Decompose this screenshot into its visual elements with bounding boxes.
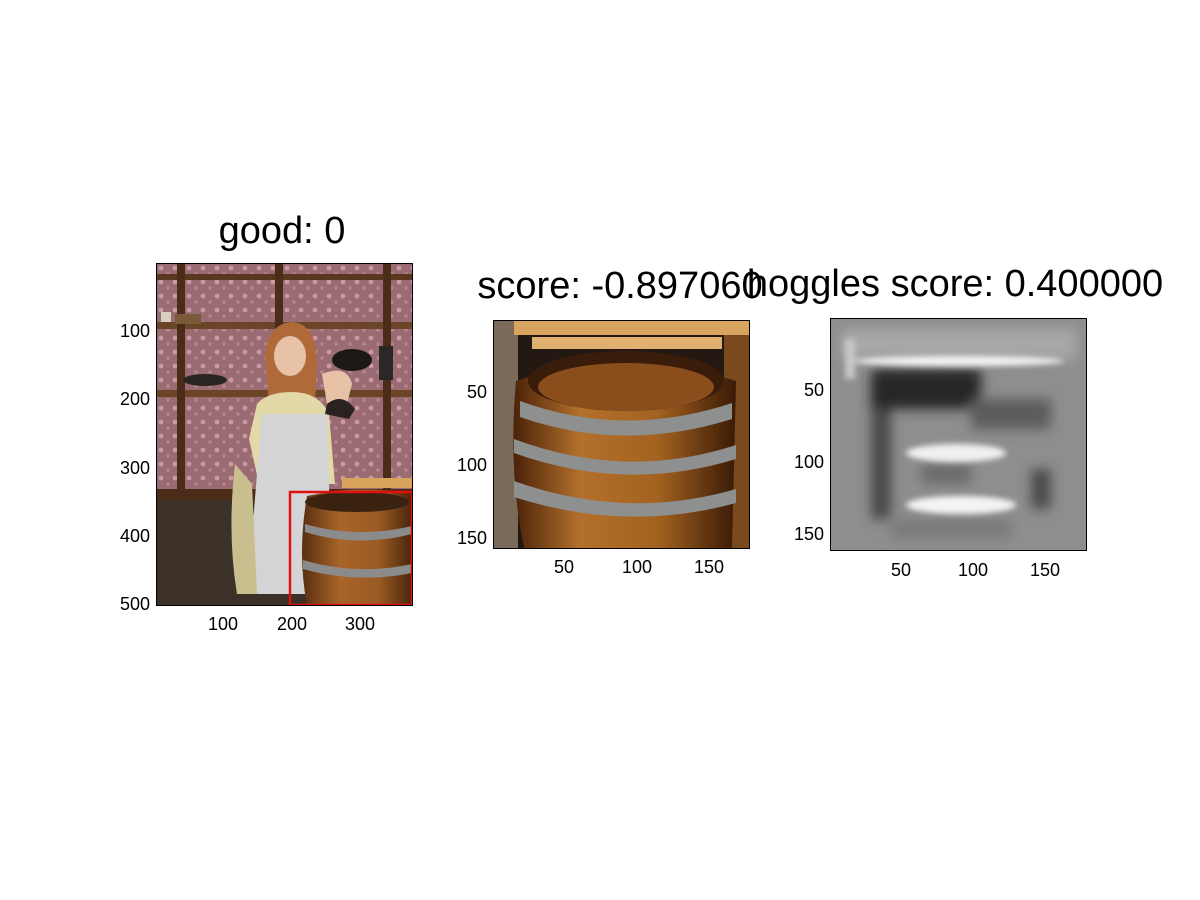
panel3-xtick: 100 xyxy=(958,561,988,579)
panel3-ytick: 150 xyxy=(794,525,824,543)
panel3-ytick: 50 xyxy=(804,381,824,399)
panel3-ytick: 100 xyxy=(794,453,824,471)
panel1-xtick: 200 xyxy=(277,615,307,633)
panel1-ytick: 200 xyxy=(120,390,150,408)
panel1-ytick: 100 xyxy=(120,322,150,340)
panel2-title: score: -0.897060 xyxy=(477,267,762,305)
panel1-ytick: 300 xyxy=(120,459,150,477)
panel2-xtick: 150 xyxy=(694,558,724,576)
panel1-image-axes xyxy=(156,263,413,606)
panel2-ytick: 100 xyxy=(457,456,487,474)
panel3-image-axes xyxy=(830,318,1087,551)
panel1-ytick: 500 xyxy=(120,595,150,613)
panel1-xtick: 100 xyxy=(208,615,238,633)
panel2-xtick: 100 xyxy=(622,558,652,576)
panel3-hog-visualization xyxy=(831,319,1086,550)
panel1-ytick: 400 xyxy=(120,527,150,545)
panel2-ytick: 50 xyxy=(467,383,487,401)
panel2-photo xyxy=(494,321,749,548)
panel1-title: good: 0 xyxy=(219,212,346,250)
panel1-xtick: 300 xyxy=(345,615,375,633)
panel2-xtick: 50 xyxy=(554,558,574,576)
panel2-image-axes xyxy=(493,320,750,549)
panel3-xtick: 50 xyxy=(891,561,911,579)
panel1-photo xyxy=(157,264,412,605)
panel3-xtick: 150 xyxy=(1030,561,1060,579)
panel3-title: hoggles score: 0.400000 xyxy=(747,265,1163,303)
panel2-ytick: 150 xyxy=(457,529,487,547)
